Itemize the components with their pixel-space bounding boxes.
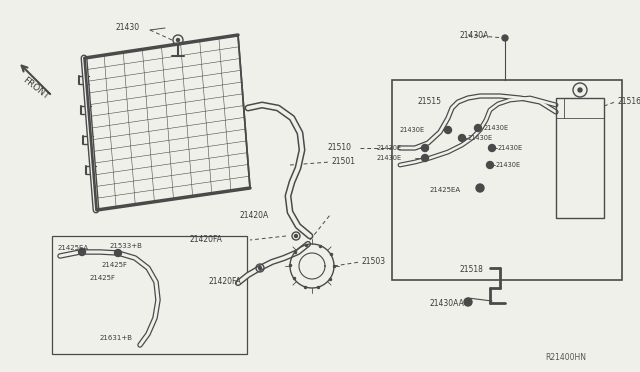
Bar (556, 98, 604, 218)
Circle shape (486, 161, 493, 169)
Text: 21430A: 21430A (460, 31, 490, 39)
Text: 21430: 21430 (115, 23, 139, 32)
Text: 21425EA: 21425EA (58, 245, 89, 251)
Text: 21515: 21515 (418, 97, 442, 106)
Circle shape (458, 135, 465, 141)
Circle shape (294, 234, 298, 237)
Circle shape (476, 184, 484, 192)
Circle shape (259, 266, 262, 269)
Text: R21400HN: R21400HN (545, 353, 586, 362)
Bar (392, 80, 622, 280)
Text: 21430E: 21430E (496, 162, 521, 168)
Circle shape (422, 144, 429, 151)
Text: 21425F: 21425F (90, 275, 116, 281)
Text: 21420FA: 21420FA (190, 235, 223, 244)
Text: FRONT: FRONT (21, 75, 51, 101)
Text: 21420FA: 21420FA (209, 278, 241, 286)
Circle shape (502, 35, 508, 41)
Text: 21420A: 21420A (240, 211, 269, 219)
Text: 21425EA: 21425EA (430, 187, 461, 193)
Circle shape (177, 38, 179, 42)
Circle shape (488, 144, 495, 151)
Text: 21430E: 21430E (377, 145, 402, 151)
Text: 21631+B: 21631+B (100, 335, 133, 341)
Text: 21501: 21501 (332, 157, 356, 167)
Circle shape (79, 248, 86, 256)
Circle shape (464, 298, 472, 306)
Text: 21430E: 21430E (484, 125, 509, 131)
Text: 21430E: 21430E (468, 135, 493, 141)
Circle shape (115, 250, 122, 257)
Text: 21430E: 21430E (400, 127, 425, 133)
Text: 21510: 21510 (328, 144, 352, 153)
Text: 21430E: 21430E (498, 145, 523, 151)
Text: 21430E: 21430E (377, 155, 402, 161)
Text: 21425F: 21425F (102, 262, 128, 268)
Circle shape (422, 154, 429, 161)
Text: 21516: 21516 (617, 97, 640, 106)
Circle shape (474, 125, 481, 131)
Text: 21503: 21503 (362, 257, 386, 266)
Text: 21518: 21518 (460, 266, 484, 275)
Circle shape (445, 126, 451, 134)
Text: 21430AA: 21430AA (430, 299, 465, 308)
Bar (52, 236, 247, 354)
Circle shape (578, 88, 582, 92)
Text: 21533+B: 21533+B (110, 243, 143, 249)
